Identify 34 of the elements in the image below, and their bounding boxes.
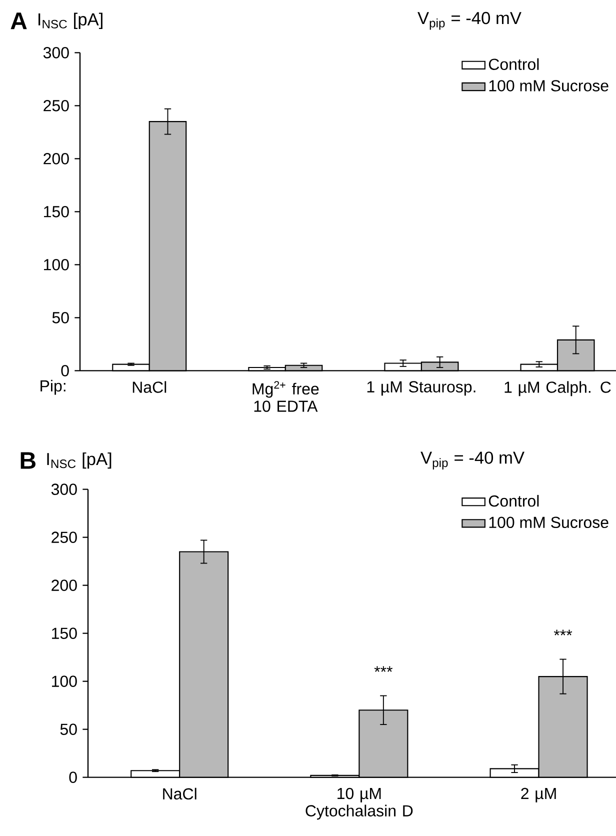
chart-subtitle: V$_{pip}$ = -40 mV [420, 452, 524, 470]
x-tick-label: 1 µM Calph. C [504, 381, 611, 396]
y-tick-label: 200 [44, 153, 69, 164]
legend-label: Control [488, 494, 539, 507]
legend-label: 100 mM Sucrose [489, 80, 608, 92]
x-axis-title: Pip: [40, 380, 66, 395]
y-tick-label: 100 [52, 676, 77, 687]
chart-title: B [20, 452, 36, 469]
y-tick-label: 250 [44, 100, 69, 112]
y-axis-title: I$_{NSC}$ [pA] [38, 12, 102, 29]
y-axis-title: I$_{NSC}$ [pA] [47, 452, 112, 469]
y-tick-label: 100 [44, 259, 69, 270]
x-tick-label: 2 µM [521, 788, 556, 802]
annotation: *** [554, 630, 572, 636]
y-tick-label: 50 [60, 724, 77, 735]
chart-subtitle: V$_{pip}$ = -40 mV [418, 12, 522, 30]
y-tick-label: 0 [61, 365, 69, 376]
y-tick-label: 300 [51, 484, 77, 495]
chart-title: A [10, 12, 27, 30]
y-tick-label: 0 [69, 772, 77, 783]
y-tick-label: 200 [52, 580, 77, 591]
y-tick-label: 150 [52, 628, 77, 639]
legend-label: 100 mM Sucrose [489, 516, 608, 528]
annotation: *** [374, 666, 393, 672]
legend-label: Control [488, 58, 539, 70]
x-tick-label: NaCl [132, 381, 166, 393]
y-tick-label: 250 [52, 532, 77, 543]
y-tick-label: 300 [43, 47, 69, 58]
y-tick-label: 150 [44, 206, 69, 218]
y-tick-label: 50 [52, 312, 69, 324]
x-tick-label: NaCl [163, 788, 196, 800]
x-tick-label: 1 µM Staurosp. [367, 381, 476, 396]
x-tick-label: 10 µM Cytochalasin D [306, 788, 413, 820]
x-tick-label: Mg$^{2+}$ free 10 EDTA [252, 381, 319, 412]
